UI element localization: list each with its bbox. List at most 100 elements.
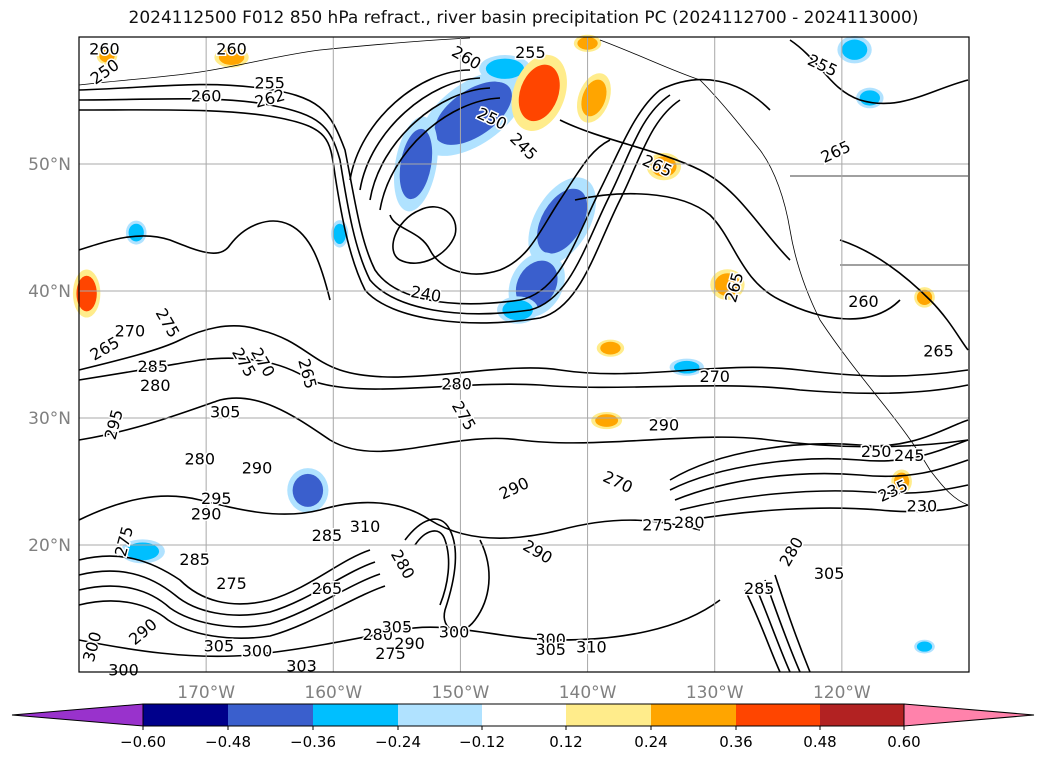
contour-label: 285 xyxy=(179,550,210,569)
colorbar-segment xyxy=(143,704,228,726)
lat-tick-label: 20°N xyxy=(28,536,71,556)
contour-label: 260 xyxy=(89,39,120,58)
colorbar-tick-label: −0.60 xyxy=(120,733,166,751)
coastline-panhandle xyxy=(599,39,701,81)
colorbar-segment xyxy=(482,704,566,726)
colorbar-segment xyxy=(820,704,904,726)
contour-line xyxy=(78,325,969,378)
contour-line xyxy=(744,589,781,673)
contour-line xyxy=(389,139,611,275)
colorbar-tick-label: 0.36 xyxy=(719,733,752,751)
precip-blob xyxy=(76,275,97,312)
contour-label: 245 xyxy=(894,446,925,465)
precip-blob xyxy=(333,223,346,245)
contour-label: 260 xyxy=(848,292,879,311)
contour-line xyxy=(78,585,386,639)
coastline-alaska xyxy=(78,37,471,86)
axis-ticks: 170°W 160°W 150°W 140°W 130°W 120°W 20°N 30°N 40… xyxy=(28,155,871,703)
precip-blob xyxy=(916,289,933,305)
precip-blob xyxy=(434,81,512,145)
contour-line xyxy=(574,192,901,320)
lon-tick-label: 150°W xyxy=(432,683,490,703)
contour-line xyxy=(78,397,969,453)
precip-blob xyxy=(518,64,560,122)
precip-blob xyxy=(841,39,868,60)
colorbar-tick-label: −0.24 xyxy=(375,733,421,751)
colorbar-tick-label: −0.48 xyxy=(205,733,251,751)
contour-line xyxy=(78,549,371,605)
contour-label: 290 xyxy=(242,459,273,478)
colorbar-tick-label: −0.36 xyxy=(290,733,336,751)
precip-blob xyxy=(916,641,933,652)
colorbar-tick-label: 0.12 xyxy=(549,733,582,751)
contour-line xyxy=(559,119,791,261)
colorbar-tick-label: 0.48 xyxy=(803,733,836,751)
contour-label: 300 xyxy=(108,660,139,679)
contour-line xyxy=(78,561,376,616)
contour-label: 305 xyxy=(210,403,241,422)
precip-blob xyxy=(502,299,533,321)
contour-line xyxy=(379,97,501,211)
contour-label: 280 xyxy=(674,513,705,532)
precip-blob xyxy=(218,49,245,65)
contour-label: 255 xyxy=(254,74,285,93)
colorbar-tick-label: 0.60 xyxy=(887,733,920,751)
precip-blob xyxy=(126,542,160,561)
contour-label: 275 xyxy=(216,574,247,593)
precip-blob xyxy=(893,472,910,491)
contour-label: 275 xyxy=(375,644,406,663)
contour-line xyxy=(774,574,811,673)
precip-blob xyxy=(600,341,621,355)
lat-tick-label: 30°N xyxy=(28,409,71,429)
contour-label: 260 xyxy=(216,39,247,58)
precip-blob xyxy=(485,58,524,79)
contour-label: 230 xyxy=(907,497,938,516)
contour-line xyxy=(78,99,681,324)
contour-line xyxy=(78,599,721,658)
lat-tick-label: 50°N xyxy=(28,155,71,175)
contour-label: 295 xyxy=(201,489,232,508)
colorbar-segment xyxy=(398,704,482,726)
precip-blob xyxy=(537,188,588,254)
colorbar-segment xyxy=(651,704,736,726)
colorbar-segment xyxy=(228,704,313,726)
map-frame xyxy=(78,36,970,673)
precip-blob xyxy=(714,273,741,297)
precip-blob xyxy=(595,414,619,427)
contour-label: 270 xyxy=(699,367,730,386)
lat-tick-label: 40°N xyxy=(28,282,71,302)
contour-line xyxy=(349,69,471,181)
contour-line xyxy=(669,419,969,481)
contour-label: 300 xyxy=(535,630,566,649)
precip-blob xyxy=(292,473,324,507)
contour-label: 280 xyxy=(140,376,171,395)
colorbar-tick-label: −0.12 xyxy=(459,733,505,751)
colorbar-outline xyxy=(142,703,905,727)
contour-line xyxy=(78,495,701,539)
contour-line xyxy=(669,439,969,491)
contour-line xyxy=(369,87,491,201)
contour-line xyxy=(764,579,801,673)
lon-tick-label: 120°W xyxy=(813,683,871,703)
chart-title: 2024112500 F012 850 hPa refract., river … xyxy=(128,8,919,28)
colorbar-segment xyxy=(313,704,398,726)
contour-line xyxy=(78,78,771,305)
contour-label: 280 xyxy=(441,375,472,394)
contour-label: 305 xyxy=(535,640,566,659)
colorbar-segment xyxy=(736,704,820,726)
contour-label: 310 xyxy=(576,638,607,657)
contour-label: 255 xyxy=(515,43,546,62)
contour-label: 290 xyxy=(394,634,425,653)
contour-label: 305 xyxy=(814,564,845,583)
contour-line xyxy=(359,77,481,191)
contour-line xyxy=(689,504,969,521)
precip-blob xyxy=(515,260,558,309)
colorbar-extend-high xyxy=(903,703,1035,727)
contour-label: 310 xyxy=(350,517,381,536)
precip-blob xyxy=(651,156,677,177)
contour-line xyxy=(78,357,969,395)
contour-label: 265 xyxy=(312,579,343,598)
graticule xyxy=(79,37,969,672)
